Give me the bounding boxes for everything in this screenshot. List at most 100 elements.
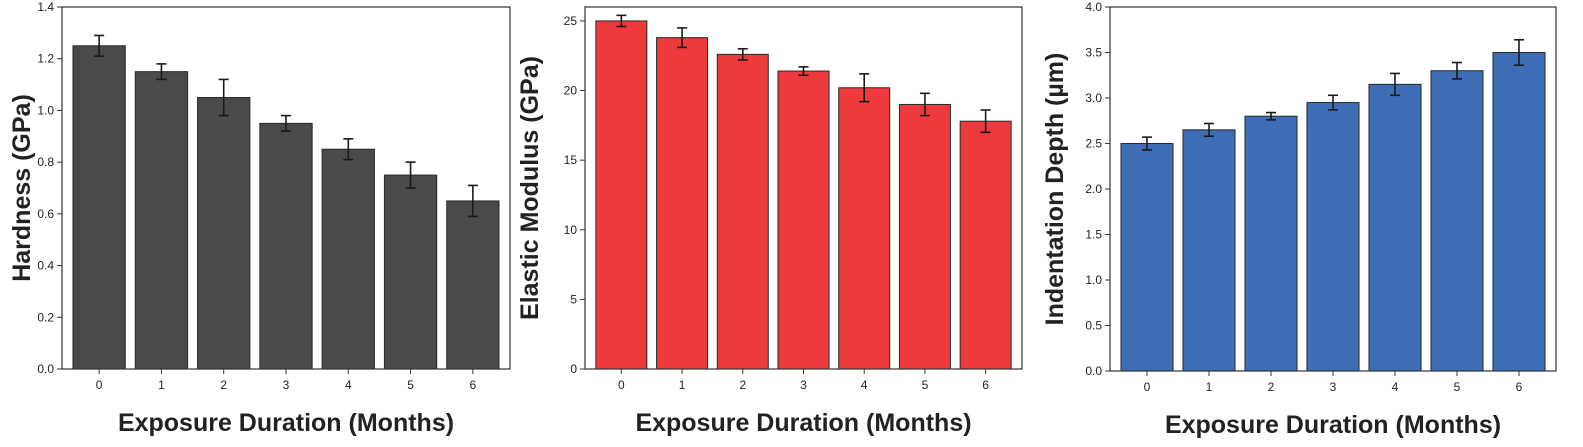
x-axis-title: Exposure Duration (Months) xyxy=(1165,411,1501,439)
x-axis-ticks: 0 1 2 3 4 5 6 xyxy=(1144,371,1523,394)
x-axis-ticks: 0 1 2 3 4 5 6 xyxy=(618,369,989,392)
y-tick-label: 0.0 xyxy=(37,362,54,376)
x-tick-label: 6 xyxy=(1516,380,1523,394)
y-tick-label: 1.4 xyxy=(37,0,54,14)
x-tick-label: 6 xyxy=(982,378,989,392)
x-tick-label: 3 xyxy=(283,378,290,392)
error-bar xyxy=(616,14,627,28)
error-bar xyxy=(405,161,416,189)
y-tick-label: 25 xyxy=(564,14,578,28)
y-axis-ticks: 0.0 0.5 1.0 1.5 2.0 2.5 3.0 3.5 4.0 xyxy=(1085,0,1110,378)
y-tick-label: 2.5 xyxy=(1085,137,1102,151)
bar xyxy=(1492,52,1546,372)
error-bar xyxy=(677,27,688,49)
error-bars-group xyxy=(94,34,478,218)
error-bar xyxy=(1328,94,1338,111)
error-bar xyxy=(1142,136,1152,151)
bar xyxy=(1182,129,1236,372)
error-bar xyxy=(1452,61,1462,80)
x-tick-label: 5 xyxy=(407,378,414,392)
bar xyxy=(383,174,438,370)
x-tick-label: 0 xyxy=(96,378,103,392)
bar xyxy=(959,120,1012,370)
error-bars-group xyxy=(1142,38,1524,151)
bar xyxy=(777,70,830,370)
bar xyxy=(1306,102,1360,372)
bar xyxy=(716,53,769,370)
error-bar xyxy=(919,92,930,117)
y-axis-title: Indentation Depth (µm) xyxy=(1041,53,1069,326)
y-tick-label: 4.0 xyxy=(1085,0,1102,14)
y-tick-label: 0.4 xyxy=(37,259,54,273)
bar xyxy=(1244,115,1298,372)
y-tick-label: 20 xyxy=(564,84,578,98)
y-tick-label: 5 xyxy=(570,292,577,306)
y-tick-label: 1.0 xyxy=(1085,273,1102,287)
bar xyxy=(1430,70,1484,372)
bar xyxy=(898,103,951,370)
y-tick-label: 3.5 xyxy=(1085,46,1102,60)
y-tick-label: 1.2 xyxy=(37,52,54,66)
x-tick-label: 4 xyxy=(861,378,868,392)
y-tick-label: 0.8 xyxy=(37,155,54,169)
x-tick-label: 0 xyxy=(1144,380,1151,394)
x-tick-label: 1 xyxy=(158,378,165,392)
chart-elastic-modulus: 0 5 10 15 20 25 0 1 2 3 4 5 6 Elastic Modulus (GPa)… xyxy=(516,6,1023,437)
bar xyxy=(197,97,251,370)
bar xyxy=(134,71,189,370)
error-bar xyxy=(343,138,354,161)
x-tick-label: 5 xyxy=(922,378,929,392)
error-bar xyxy=(798,66,809,77)
y-axis-ticks: 0 5 10 15 20 25 xyxy=(564,14,585,376)
error-bar xyxy=(737,47,748,61)
x-tick-label: 2 xyxy=(220,378,227,392)
x-tick-label: 1 xyxy=(679,378,686,392)
y-axis-ticks: 0.0 0.2 0.4 0.6 0.8 1.0 1.2 1.4 xyxy=(37,0,62,376)
x-tick-label: 4 xyxy=(345,378,352,392)
error-bar xyxy=(281,114,291,132)
error-bar xyxy=(859,73,870,103)
y-tick-label: 0.2 xyxy=(37,310,54,324)
y-tick-label: 2.0 xyxy=(1085,182,1102,196)
chart-indentation-depth: 0.0 0.5 1.0 1.5 2.0 2.5 3.0 3.5 4.0 0 1 2 3 4 5 6 Inde… xyxy=(1041,0,1557,439)
y-tick-label: 0.6 xyxy=(37,207,54,221)
y-tick-label: 1.5 xyxy=(1085,228,1102,242)
error-bar xyxy=(1266,111,1276,121)
x-tick-label: 3 xyxy=(1330,380,1337,394)
bar xyxy=(1368,83,1422,372)
bar xyxy=(72,45,126,370)
y-tick-label: 0.5 xyxy=(1085,319,1102,333)
error-bar xyxy=(156,63,167,81)
chart-hardness: 0.0 0.2 0.4 0.6 0.8 1.0 1.2 1.4 0 1 2 3 4 5 6 Hardnes… xyxy=(8,0,511,437)
y-tick-label: 10 xyxy=(564,223,578,237)
x-tick-label: 6 xyxy=(470,378,477,392)
bar xyxy=(259,122,313,370)
error-bar xyxy=(1204,122,1214,138)
x-tick-label: 1 xyxy=(1206,380,1213,394)
x-tick-label: 0 xyxy=(618,378,625,392)
error-bar xyxy=(1514,38,1524,67)
bar xyxy=(321,148,375,370)
bars-group xyxy=(72,45,500,370)
bars-group xyxy=(1120,52,1546,372)
y-axis-title: Elastic Modulus (GPa) xyxy=(516,56,544,320)
y-tick-label: 3.0 xyxy=(1085,91,1102,105)
bar xyxy=(838,87,891,370)
error-bar xyxy=(94,34,105,57)
error-bar xyxy=(980,109,991,134)
bar xyxy=(656,37,709,370)
y-axis-title: Hardness (GPa) xyxy=(8,94,36,282)
x-axis-ticks: 0 1 2 3 4 5 6 xyxy=(96,369,477,392)
x-tick-label: 2 xyxy=(739,378,746,392)
y-tick-label: 1.0 xyxy=(37,103,54,117)
x-tick-label: 2 xyxy=(1268,380,1275,394)
bars-group xyxy=(595,20,1012,370)
error-bar xyxy=(467,184,478,218)
x-axis-title: Exposure Duration (Months) xyxy=(118,409,454,437)
bar xyxy=(595,20,648,370)
error-bar xyxy=(1390,72,1400,97)
x-tick-label: 5 xyxy=(1454,380,1461,394)
y-tick-label: 0 xyxy=(570,362,577,376)
x-axis-title: Exposure Duration (Months) xyxy=(635,409,971,437)
